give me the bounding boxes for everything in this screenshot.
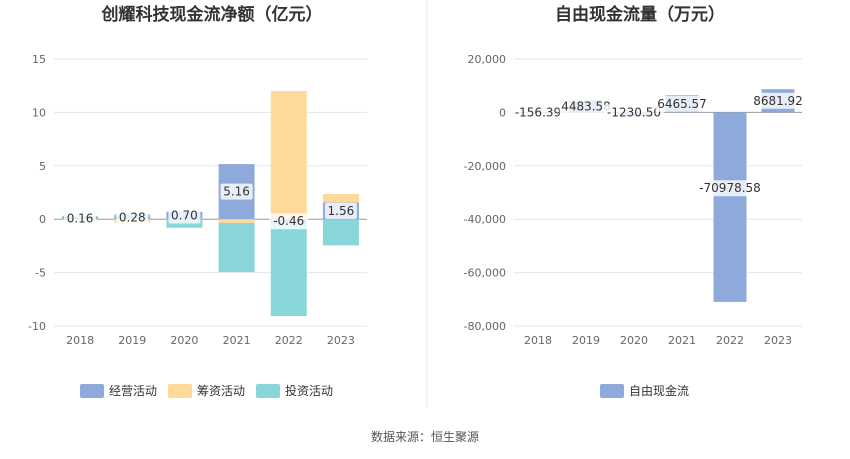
data-label-bg bbox=[168, 207, 201, 224]
y-tick-label: 5 bbox=[39, 160, 46, 173]
bar[interactable] bbox=[322, 193, 359, 203]
y-tick-label: -80,000 bbox=[464, 320, 506, 333]
y-tick-label: 10 bbox=[32, 106, 46, 119]
y-tick-label: 20,000 bbox=[468, 53, 507, 66]
bar[interactable] bbox=[218, 222, 255, 273]
data-label: 0.28 bbox=[119, 211, 146, 225]
data-label-bg bbox=[220, 183, 253, 200]
bar[interactable] bbox=[166, 219, 203, 228]
y-tick-label: -10 bbox=[28, 320, 46, 333]
x-tick-label: 2021 bbox=[223, 334, 251, 347]
y-tick-label: 15 bbox=[32, 53, 46, 66]
bar[interactable] bbox=[218, 219, 255, 223]
data-label: -156.39 bbox=[515, 105, 561, 119]
x-tick-label: 2019 bbox=[118, 334, 146, 347]
data-label: 0.70 bbox=[171, 208, 198, 222]
data-label-bg bbox=[751, 92, 805, 109]
y-tick-label: -40,000 bbox=[464, 213, 506, 226]
data-label-bg bbox=[696, 180, 764, 197]
free-cash-flow-legend: 自由现金流 bbox=[600, 383, 689, 398]
legend-swatch[interactable] bbox=[80, 384, 104, 398]
bar[interactable] bbox=[713, 112, 747, 302]
data-source-note: 数据来源：恒生聚源 bbox=[370, 430, 479, 444]
bar[interactable] bbox=[322, 219, 359, 246]
data-label: 1.56 bbox=[328, 204, 355, 218]
bar[interactable] bbox=[270, 224, 307, 316]
data-label: 5.16 bbox=[223, 185, 250, 199]
legend-swatch[interactable] bbox=[168, 384, 192, 398]
x-tick-label: 2022 bbox=[716, 334, 744, 347]
data-label-bg bbox=[559, 98, 613, 115]
bar[interactable] bbox=[270, 91, 307, 220]
data-label-bg bbox=[604, 104, 664, 121]
x-tick-label: 2019 bbox=[572, 334, 600, 347]
legend-label[interactable]: 自由现金流 bbox=[629, 383, 689, 398]
free-cash-flow-chart: 自由现金流量（万元） 2018 2019 2020 2021 2022 2023 -80,… bbox=[464, 4, 805, 398]
legend-swatch[interactable] bbox=[600, 384, 624, 398]
data-label-bg bbox=[511, 104, 565, 121]
data-label: 8681.92 bbox=[753, 94, 803, 108]
cash-flow-chart-title: 创耀科技现金流净额（亿元） bbox=[101, 4, 323, 25]
data-label: 6465.57 bbox=[657, 97, 707, 111]
cash-flow-chart: 创耀科技现金流净额（亿元） 2018 2019 2020 2021 2022 2023 -… bbox=[28, 4, 367, 398]
y-tick-label: -20,000 bbox=[464, 160, 506, 173]
y-tick-label: 0 bbox=[39, 213, 46, 226]
data-label-bg bbox=[324, 202, 357, 219]
x-tick-label: 2018 bbox=[66, 334, 94, 347]
x-tick-label: 2022 bbox=[275, 334, 303, 347]
legend-swatch[interactable] bbox=[256, 384, 280, 398]
data-label-bg bbox=[655, 95, 709, 112]
x-tick-label: 2021 bbox=[668, 334, 696, 347]
free-cash-flow-chart-title: 自由现金流量（万元） bbox=[555, 4, 725, 25]
data-label: -1230.50 bbox=[607, 105, 661, 119]
legend-label[interactable]: 投资活动 bbox=[285, 383, 333, 398]
data-label: 4483.58 bbox=[561, 99, 611, 113]
x-tick-label: 2020 bbox=[620, 334, 648, 347]
data-label: -0.46 bbox=[273, 214, 304, 228]
legend-label[interactable]: 经营活动 bbox=[109, 384, 157, 398]
data-label: -70978.58 bbox=[699, 181, 761, 195]
y-tick-label: 0 bbox=[499, 106, 506, 119]
x-tick-label: 2018 bbox=[524, 334, 552, 347]
legend-label[interactable]: 筹资活动 bbox=[197, 384, 245, 398]
y-tick-label: -5 bbox=[35, 267, 46, 280]
data-label-bg bbox=[64, 210, 97, 227]
x-tick-label: 2023 bbox=[327, 334, 355, 347]
x-tick-label: 2023 bbox=[764, 334, 792, 347]
y-tick-label: -60,000 bbox=[464, 267, 506, 280]
data-label-bg bbox=[116, 209, 149, 226]
data-label-bg bbox=[269, 213, 309, 230]
cash-flow-legend: 经营活动 筹资活动 投资活动 bbox=[80, 383, 333, 398]
data-label: 0.16 bbox=[67, 211, 94, 225]
x-tick-label: 2020 bbox=[170, 334, 198, 347]
